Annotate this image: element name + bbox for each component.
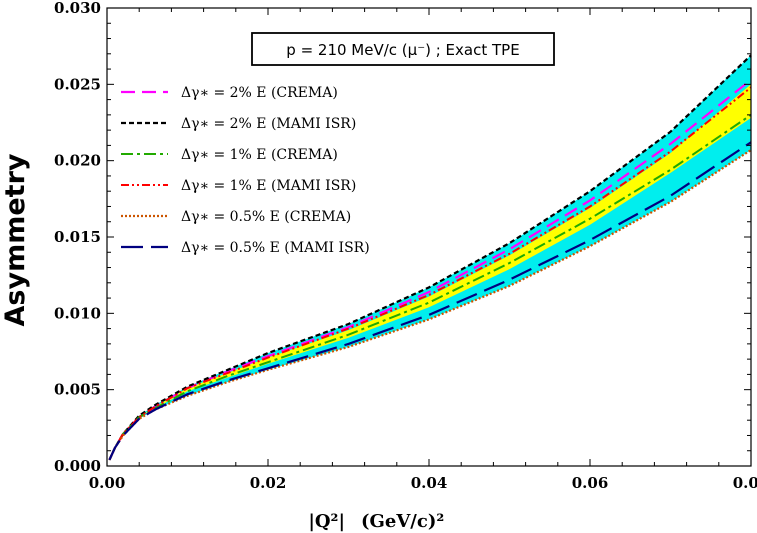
series-lines (108, 54, 752, 461)
x-axis-title-units: (GeV/c)² (361, 511, 444, 532)
inner-band (109, 84, 751, 460)
x-tick-label: 0.00 (89, 474, 126, 492)
y-tick-label: 0.010 (54, 304, 101, 322)
series-line-5 (108, 149, 752, 461)
legend-label: Δγ∗ = 2% E (CREMA) (181, 85, 338, 101)
y-tick-label: 0.005 (54, 381, 101, 399)
x-axis-title: |Q²| (GeV/c)² (308, 511, 444, 532)
legend-label: Δγ∗ = 0.5% E (MAMI ISR) (181, 240, 370, 256)
annotation-text: p = 210 MeV/c (μ⁻) ; Exact TPE (286, 41, 519, 59)
x-tick-label: 0.08 (733, 474, 757, 492)
x-tick-label: 0.04 (411, 474, 448, 492)
legend: Δγ∗ = 2% E (CREMA) Δγ∗ = 2% E (MAMI ISR) Δ… (121, 85, 370, 256)
uncertainty-bands (109, 55, 751, 460)
legend-label: Δγ∗ = 1% E (MAMI ISR) (181, 178, 356, 194)
y-tick-label: 0.025 (54, 75, 101, 93)
legend-label: Δγ∗ = 1% E (CREMA) (181, 147, 338, 163)
x-axis-title-main: |Q²| (308, 511, 345, 532)
series-line-1 (108, 78, 752, 461)
legend-label: Δγ∗ = 0.5% E (CREMA) (181, 209, 351, 225)
legend-label: Δγ∗ = 2% E (MAMI ISR) (181, 116, 356, 132)
y-tick-label: 0.000 (54, 457, 101, 475)
annotation-box: p = 210 MeV/c (μ⁻) ; Exact TPE (251, 32, 555, 66)
series-line-6 (108, 141, 752, 461)
y-axis-title: Asymmetry (0, 153, 31, 326)
plot-frame (106, 7, 752, 467)
series-line-4 (108, 86, 752, 461)
axis-ticks: 0.00 0.02 0.04 0.06 0.08 0.000 0.005 0.010 0.015… (54, 0, 757, 492)
y-tick-label: 0.020 (54, 152, 101, 170)
y-tick-label: 0.015 (54, 228, 101, 246)
x-tick-label: 0.06 (572, 474, 609, 492)
y-tick-label: 0.030 (54, 0, 101, 17)
x-tick-label: 0.02 (250, 474, 287, 492)
